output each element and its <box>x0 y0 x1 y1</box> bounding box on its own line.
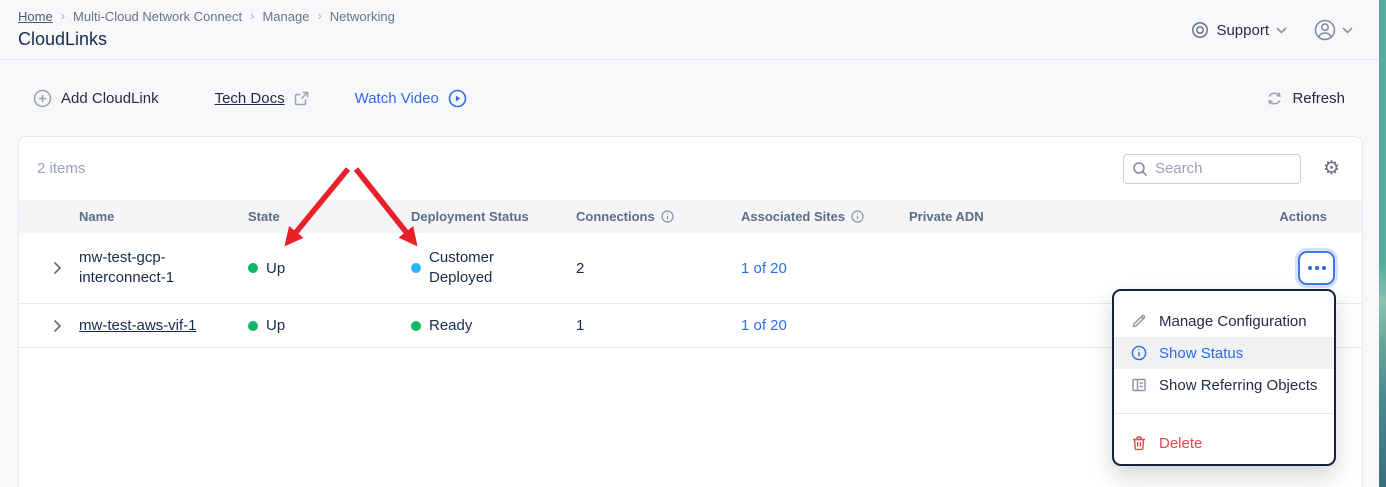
support-menu[interactable]: Support <box>1191 21 1287 39</box>
state-cell: Up <box>248 260 411 277</box>
user-avatar-icon <box>1313 18 1337 42</box>
gear-icon[interactable]: ⚙ <box>1322 158 1340 179</box>
connections-cell: 1 <box>576 317 585 334</box>
menu-item-manage-configuration[interactable]: Manage Configuration <box>1114 305 1334 337</box>
refresh-label: Refresh <box>1292 90 1345 107</box>
chevron-right-icon: › <box>317 8 322 23</box>
table-row: mw-test-aws-vif-1 Up Ready 1 1 of 20 <box>19 304 1362 348</box>
row-actions-button[interactable] <box>1298 251 1335 285</box>
menu-item-delete[interactable]: Delete <box>1114 427 1334 459</box>
state-up-dot-icon <box>248 320 258 331</box>
associated-sites-link[interactable]: 1 of 20 <box>741 317 787 334</box>
info-circle-icon <box>1130 345 1147 361</box>
deployment-status-dot-icon <box>411 263 421 273</box>
breadcrumb-networking[interactable]: Networking <box>329 9 395 24</box>
top-bar: Home › Multi-Cloud Network Connect › Man… <box>0 0 1379 60</box>
info-icon[interactable] <box>661 210 674 223</box>
referring-objects-icon <box>1130 377 1147 393</box>
page-title: CloudLinks <box>18 29 108 49</box>
search-icon <box>1132 161 1148 177</box>
ellipsis-icon <box>1321 266 1326 270</box>
cloudlink-name-link[interactable]: mw-test-gcp-interconnect-1 <box>79 249 175 286</box>
external-link-icon <box>294 91 309 106</box>
search-input[interactable] <box>1154 160 1275 177</box>
col-header-state[interactable]: State <box>248 209 280 224</box>
tech-docs-link[interactable]: Tech Docs <box>215 90 309 107</box>
col-header-sites[interactable]: Associated Sites <box>741 209 909 224</box>
refresh-icon <box>1266 90 1283 107</box>
chevron-right-icon: › <box>60 8 66 23</box>
cloudlink-name-link[interactable]: mw-test-aws-vif-1 <box>79 316 197 334</box>
add-cloudlink-button[interactable]: Add CloudLink <box>33 89 159 108</box>
state-up-dot-icon <box>248 263 258 273</box>
plus-circle-icon <box>33 89 52 108</box>
tech-docs-label: Tech Docs <box>214 90 285 107</box>
breadcrumb-mcnc[interactable]: Multi-Cloud Network Connect <box>73 9 243 24</box>
table-header-row: Name State Deployment Status Connections… <box>19 200 1362 233</box>
ellipsis-icon <box>1314 266 1319 270</box>
menu-divider <box>1114 413 1334 414</box>
row-expand-chevron-icon[interactable] <box>19 261 79 275</box>
refresh-button[interactable]: Refresh <box>1266 90 1345 107</box>
chevron-down-icon <box>1276 26 1287 34</box>
support-label: Support <box>1216 21 1269 39</box>
col-header-deployment[interactable]: Deployment Status <box>411 209 529 224</box>
page-toolbar: Add CloudLink Tech Docs Watch Video <box>0 61 1379 136</box>
state-cell: Up <box>248 317 411 334</box>
deployment-status-dot-icon <box>411 320 421 331</box>
menu-item-show-referring-objects[interactable]: Show Referring Objects <box>1114 369 1334 401</box>
menu-item-show-status[interactable]: Show Status <box>1114 337 1334 369</box>
row-actions-context-menu: Manage Configuration Show Status Show Re… <box>1112 289 1336 466</box>
deployment-status-cell: Ready <box>411 317 576 334</box>
deployment-status-cell: Customer Deployed <box>411 248 576 288</box>
pencil-icon <box>1130 313 1147 329</box>
items-count: 2 items <box>37 160 86 177</box>
watch-video-link[interactable]: Watch Video <box>355 89 467 108</box>
breadcrumb: Home › Multi-Cloud Network Connect › Man… <box>18 8 395 24</box>
ellipsis-icon <box>1307 266 1312 270</box>
row-expand-chevron-icon[interactable] <box>19 319 79 333</box>
search-box[interactable] <box>1122 153 1301 184</box>
table-toolbar: 2 items ⚙ <box>19 137 1362 200</box>
breadcrumb-home[interactable]: Home <box>18 9 53 24</box>
chevron-down-icon <box>1342 26 1353 34</box>
col-header-actions: Actions <box>1279 209 1327 224</box>
associated-sites-link[interactable]: 1 of 20 <box>741 259 787 277</box>
col-header-name[interactable]: Name <box>79 209 115 224</box>
account-menu[interactable] <box>1313 18 1353 42</box>
play-circle-icon <box>448 89 467 108</box>
chevron-right-icon: › <box>250 8 255 23</box>
info-icon[interactable] <box>851 210 864 223</box>
watch-video-label: Watch Video <box>354 90 439 107</box>
trash-icon <box>1130 435 1147 451</box>
col-header-connections[interactable]: Connections <box>576 209 741 224</box>
connections-cell: 2 <box>576 259 585 277</box>
col-header-private-adn[interactable]: Private ADN <box>909 209 984 224</box>
table-row: mw-test-gcp-interconnect-1 Up Customer D… <box>19 233 1362 304</box>
add-cloudlink-label: Add CloudLink <box>61 90 159 107</box>
lifebuoy-icon <box>1191 21 1209 39</box>
breadcrumb-manage[interactable]: Manage <box>262 9 310 24</box>
desktop-background-edge <box>1379 0 1386 487</box>
